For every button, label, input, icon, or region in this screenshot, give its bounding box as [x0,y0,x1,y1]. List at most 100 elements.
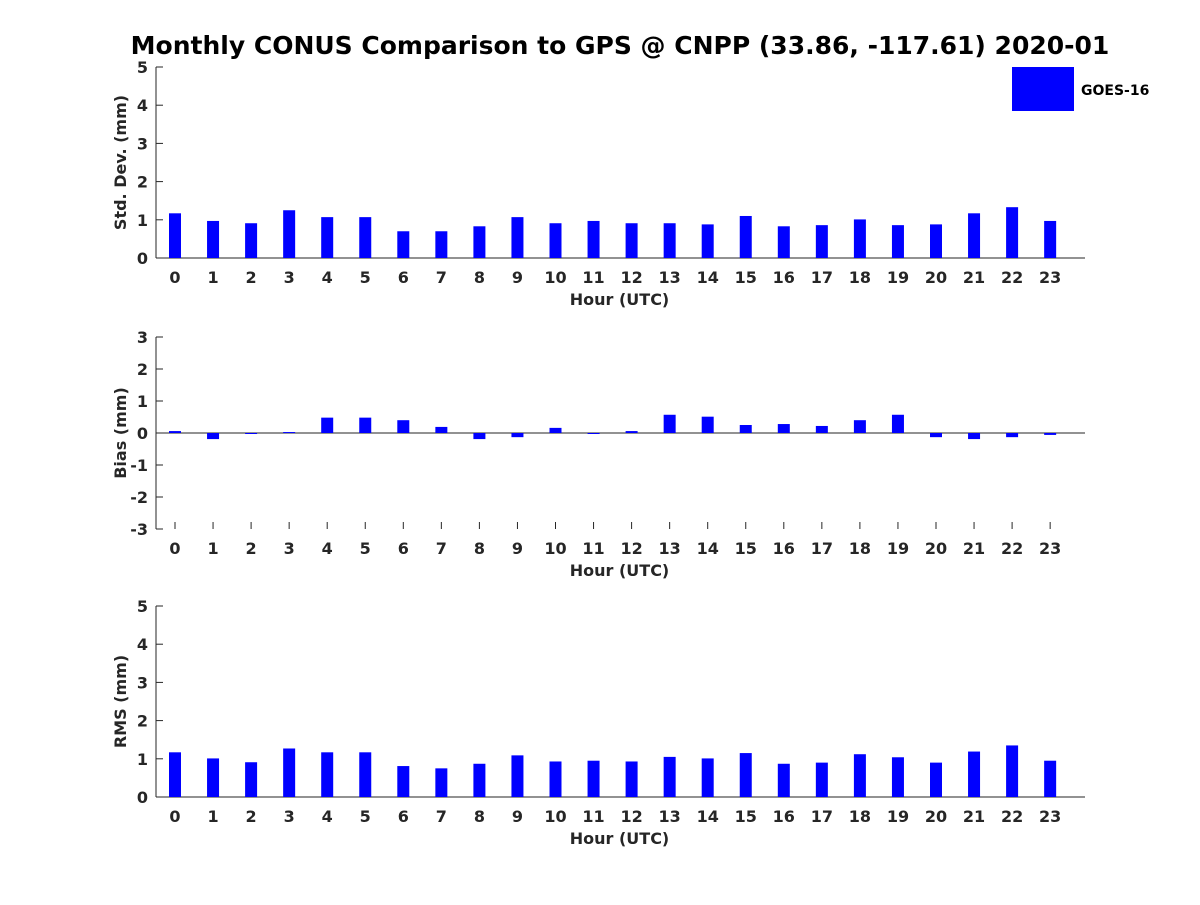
x-tick-label: 20 [925,807,947,826]
bar [435,231,448,258]
bar [397,420,410,433]
bar [625,431,638,433]
bar [930,762,942,797]
x-tick-label: 0 [169,268,180,287]
bar [891,757,904,797]
x-tick-label: 16 [773,539,795,558]
bar [815,425,828,433]
x-tick-label: 22 [1001,807,1023,826]
x-tick-label: 18 [849,807,871,826]
y-tick-label: 1 [137,211,148,230]
x-tick-label: 10 [544,807,566,826]
bar [1006,745,1019,797]
y-axis-label: Std. Dev. (mm) [111,95,130,230]
x-tick-label: 13 [659,807,681,826]
x-tick-label: 22 [1001,539,1023,558]
x-tick-label: 8 [474,807,485,826]
bar [739,753,752,797]
bar [169,431,181,433]
x-tick-label: 20 [925,268,947,287]
x-tick-label: 21 [963,807,985,826]
x-tick-label: 14 [697,539,719,558]
bar [549,761,562,797]
y-tick-label: 2 [137,712,148,731]
x-tick-label: 19 [887,807,909,826]
x-tick-label: 4 [322,807,333,826]
bar [511,433,524,438]
bar [1006,433,1019,438]
x-tick-label: 1 [207,539,218,558]
bar [169,752,181,797]
x-tick-label: 7 [436,539,447,558]
y-tick-label: 2 [137,173,148,192]
y-tick-label: 2 [137,360,148,379]
bar [321,217,334,258]
bar [473,763,486,797]
x-tick-label: 23 [1039,807,1061,826]
x-tick-label: 2 [246,807,257,826]
bar [625,761,638,797]
y-tick-label: -3 [130,520,148,539]
bar [473,226,486,258]
bar [777,424,790,433]
bar [587,220,600,258]
x-tick-label: 9 [512,807,523,826]
legend-swatch [1012,67,1074,111]
bar [587,433,600,434]
x-tick-label: 0 [169,807,180,826]
x-tick-label: 6 [398,539,409,558]
bar [207,433,220,440]
y-tick-label: 4 [137,96,148,115]
x-tick-label: 6 [398,268,409,287]
bar [435,768,448,797]
bar [207,758,220,797]
bar [169,213,181,258]
y-tick-label: 1 [137,750,148,769]
x-tick-label: 13 [659,268,681,287]
bar [701,224,714,258]
bar [815,225,828,258]
x-axis-label: Hour (UTC) [570,829,670,848]
bar [777,763,790,797]
x-tick-label: 3 [284,268,295,287]
x-tick-label: 13 [659,539,681,558]
x-axis-label: Hour (UTC) [570,290,670,309]
bar [853,754,866,797]
x-tick-label: 11 [582,807,604,826]
y-tick-label: 5 [137,597,148,616]
x-axis-label: Hour (UTC) [570,561,670,580]
y-axis-label: RMS (mm) [111,655,130,748]
bar [473,433,486,440]
bar [663,223,676,258]
x-tick-label: 9 [512,539,523,558]
bar [853,420,866,433]
x-tick-label: 3 [284,539,295,558]
bar [283,432,296,434]
x-tick-label: 5 [360,268,371,287]
x-tick-label: 19 [887,539,909,558]
legend-label: GOES-16 [1081,83,1149,99]
x-tick-label: 11 [582,268,604,287]
bar [511,217,524,258]
x-tick-label: 21 [963,539,985,558]
bar [663,414,676,433]
bar [397,766,410,797]
x-tick-label: 12 [620,268,642,287]
bar [321,417,334,433]
bar [283,748,296,797]
bar [207,220,220,258]
bar [435,426,448,433]
bar [245,433,258,434]
y-tick-label: 1 [137,392,148,411]
bar [815,762,828,797]
bar [245,762,258,797]
y-tick-label: 0 [137,788,148,807]
bar [1044,220,1057,258]
y-tick-label: -1 [130,456,148,475]
x-tick-label: 1 [207,268,218,287]
x-tick-label: 7 [436,268,447,287]
bar [968,213,981,258]
